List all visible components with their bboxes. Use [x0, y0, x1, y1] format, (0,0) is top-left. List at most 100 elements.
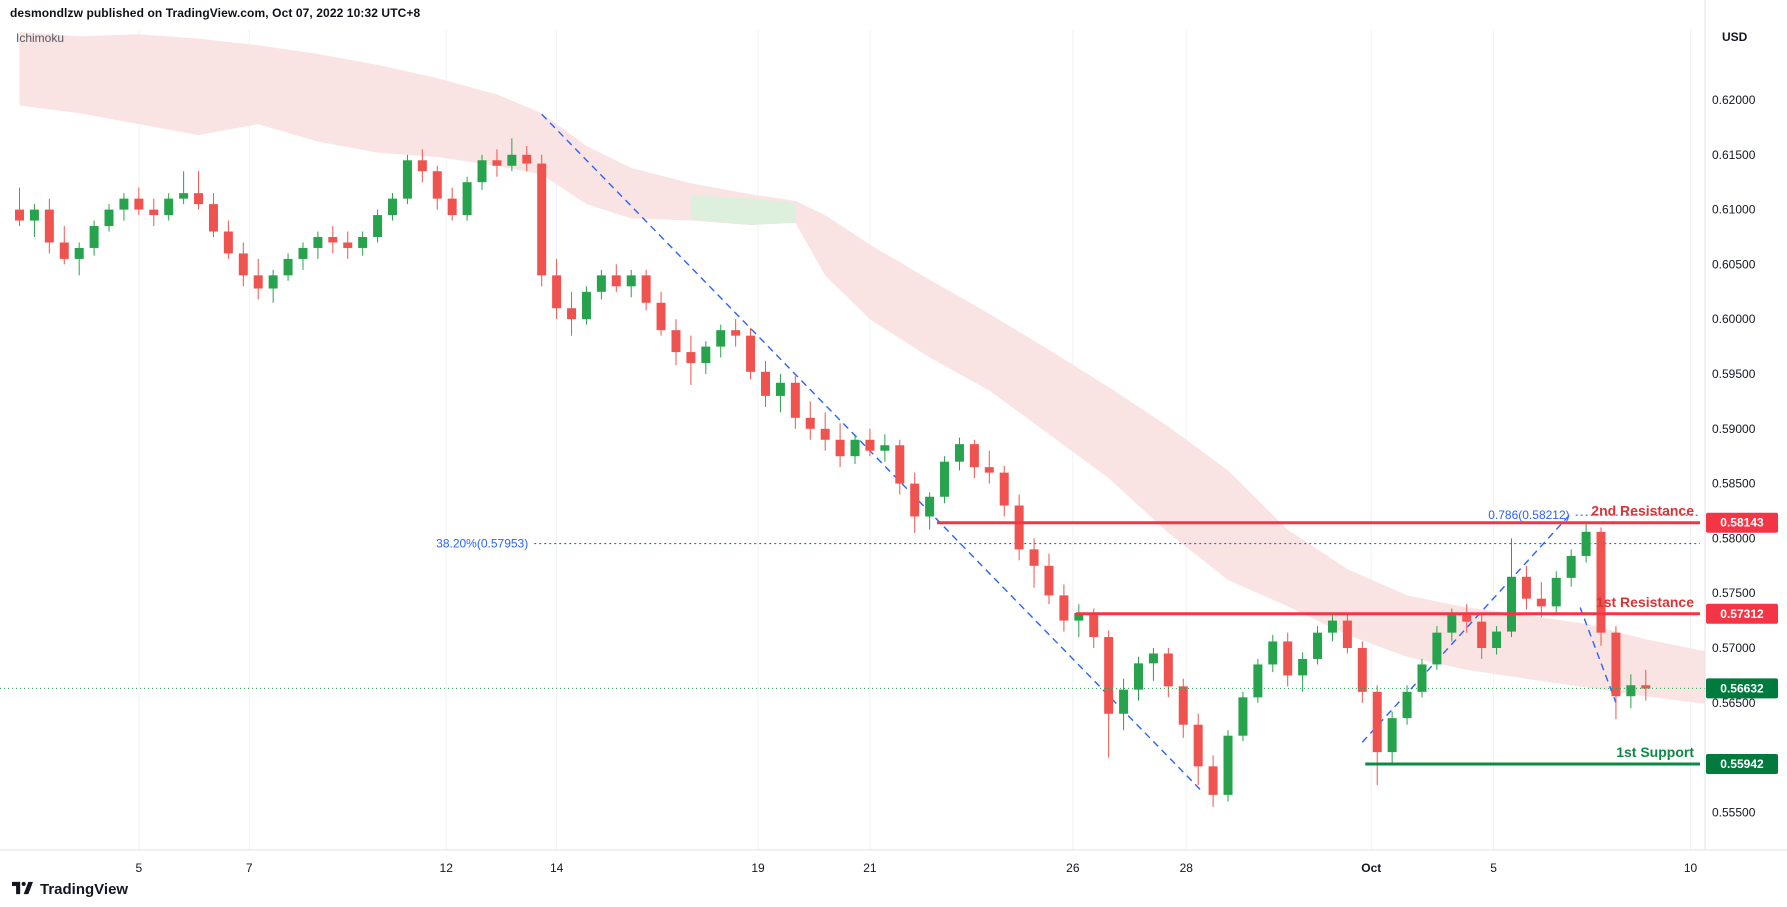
candle [969, 444, 979, 468]
candle [1387, 718, 1397, 753]
time-tick-label: 5 [1490, 861, 1497, 875]
publish-header: desmondlzw published on TradingView.com,… [10, 6, 421, 20]
candle [253, 275, 263, 289]
trend-line[interactable] [1579, 607, 1617, 704]
candle [1402, 691, 1412, 719]
second-resistance-label[interactable]: 2nd Resistance [1591, 503, 1694, 519]
candle [671, 330, 681, 353]
candle [149, 209, 159, 216]
candle [1268, 641, 1278, 665]
candle [1581, 531, 1591, 556]
candle [895, 445, 905, 484]
candle [1357, 648, 1367, 692]
candle [1119, 689, 1129, 714]
time-axis[interactable] [0, 850, 1705, 880]
candle [1059, 595, 1069, 621]
candle [238, 253, 248, 276]
tradingview-logo-icon [12, 881, 33, 895]
time-tick-label: 28 [1180, 861, 1194, 875]
candle [1253, 664, 1263, 698]
current-price-box [1706, 678, 1778, 699]
time-tick-label: 19 [751, 861, 765, 875]
candle [865, 439, 875, 451]
current-price-box-label: 0.56632 [1720, 681, 1764, 695]
candle [731, 330, 741, 336]
candle [119, 198, 129, 210]
candle [44, 209, 54, 243]
time-tick-label: Oct [1361, 861, 1381, 875]
candle [1521, 576, 1531, 599]
candle [656, 302, 666, 331]
candle [74, 247, 84, 259]
candle [1134, 663, 1143, 690]
trend-line[interactable] [541, 113, 1202, 791]
candle [15, 209, 24, 221]
time-tick-label: 10 [1684, 861, 1698, 875]
candle [1178, 686, 1188, 725]
candle [268, 275, 278, 289]
candle [537, 163, 547, 276]
candle [313, 237, 323, 248]
candle [746, 335, 756, 372]
candle [1104, 637, 1114, 714]
fib-level-label[interactable]: 0.786(0.58212) [1488, 508, 1569, 522]
price-tick-label: 0.59500 [1712, 367, 1756, 381]
candle [1313, 632, 1323, 659]
candle [641, 275, 651, 303]
candle [984, 467, 994, 473]
first-support-price-box-label: 0.55942 [1720, 757, 1764, 771]
price-tick-label: 0.59000 [1712, 422, 1756, 436]
candle [805, 417, 815, 429]
second-resistance-price-box [1706, 512, 1778, 533]
price-tick-label: 0.57000 [1712, 641, 1756, 655]
candle [1163, 653, 1173, 687]
candle [1014, 505, 1024, 550]
candle [1641, 685, 1651, 689]
price-tick-label: 0.56500 [1712, 696, 1756, 710]
candle [59, 242, 69, 259]
candle [1044, 565, 1054, 596]
candle [999, 472, 1009, 506]
time-tick-label: 12 [440, 861, 454, 875]
candle [477, 160, 487, 183]
trend-line[interactable] [1361, 512, 1572, 743]
candle [388, 198, 397, 216]
price-axis[interactable] [1705, 0, 1787, 850]
first-support-label[interactable]: 1st Support [1616, 744, 1694, 760]
candle [29, 209, 39, 221]
first-support-price-box [1706, 753, 1778, 774]
fib-level-label[interactable]: 38.20%(0.57953) [436, 537, 528, 551]
price-tick-label: 0.61000 [1712, 203, 1756, 217]
second-resistance-price-box-label: 0.58143 [1720, 516, 1764, 530]
first-resistance-price-box [1706, 603, 1778, 624]
candle [1193, 724, 1203, 767]
candle [1327, 620, 1337, 633]
candle [850, 439, 860, 457]
first-resistance-label[interactable]: 1st Resistance [1596, 594, 1694, 610]
candle [1447, 615, 1457, 633]
candle [194, 193, 204, 205]
candle [89, 226, 99, 248]
candle [373, 215, 383, 237]
price-tick-label: 0.60000 [1712, 312, 1756, 326]
candle [1611, 632, 1621, 697]
tradingview-logo[interactable]: TradingView [12, 880, 128, 899]
candle [1074, 612, 1084, 621]
candle [1477, 621, 1487, 648]
candle [1283, 641, 1293, 676]
candle [1148, 653, 1158, 664]
candle [1223, 735, 1233, 795]
ichimoku-cloud-bullish [690, 195, 796, 225]
candle [940, 461, 950, 497]
price-tick-label: 0.55500 [1712, 805, 1756, 819]
candle [507, 154, 517, 166]
time-tick-label: 14 [550, 861, 564, 875]
first-resistance-price-box-label: 0.57312 [1720, 607, 1764, 621]
candle [775, 382, 785, 396]
indicator-legend-ichimoku[interactable]: Ichimoku [16, 31, 65, 45]
candle [820, 428, 830, 440]
candle [208, 204, 218, 232]
candle [1238, 697, 1248, 736]
